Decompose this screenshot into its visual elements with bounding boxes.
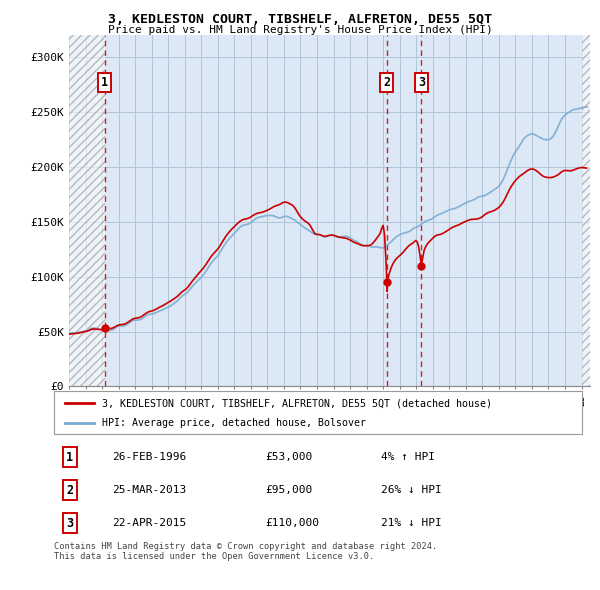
Text: 22-APR-2015: 22-APR-2015 — [112, 518, 187, 528]
Text: 1: 1 — [66, 451, 73, 464]
Text: 3, KEDLESTON COURT, TIBSHELF, ALFRETON, DE55 5QT (detached house): 3, KEDLESTON COURT, TIBSHELF, ALFRETON, … — [101, 398, 491, 408]
Text: 25-MAR-2013: 25-MAR-2013 — [112, 485, 187, 495]
Text: 3: 3 — [66, 517, 73, 530]
Text: 2: 2 — [383, 76, 391, 89]
FancyBboxPatch shape — [54, 391, 582, 434]
Text: Price paid vs. HM Land Registry's House Price Index (HPI): Price paid vs. HM Land Registry's House … — [107, 25, 493, 35]
Text: Contains HM Land Registry data © Crown copyright and database right 2024.
This d: Contains HM Land Registry data © Crown c… — [54, 542, 437, 561]
Text: £95,000: £95,000 — [265, 485, 313, 495]
Text: 3: 3 — [418, 76, 425, 89]
Bar — [581, 35, 590, 386]
Text: £53,000: £53,000 — [265, 452, 313, 462]
Text: 3, KEDLESTON COURT, TIBSHELF, ALFRETON, DE55 5QT: 3, KEDLESTON COURT, TIBSHELF, ALFRETON, … — [108, 13, 492, 26]
Text: 21% ↓ HPI: 21% ↓ HPI — [382, 518, 442, 528]
Text: 1: 1 — [101, 76, 108, 89]
Text: £110,000: £110,000 — [265, 518, 319, 528]
Text: 2: 2 — [66, 484, 73, 497]
Text: 26% ↓ HPI: 26% ↓ HPI — [382, 485, 442, 495]
Text: HPI: Average price, detached house, Bolsover: HPI: Average price, detached house, Bols… — [101, 418, 365, 428]
Text: 26-FEB-1996: 26-FEB-1996 — [112, 452, 187, 462]
Text: 4% ↑ HPI: 4% ↑ HPI — [382, 452, 436, 462]
Bar — [69, 35, 104, 386]
